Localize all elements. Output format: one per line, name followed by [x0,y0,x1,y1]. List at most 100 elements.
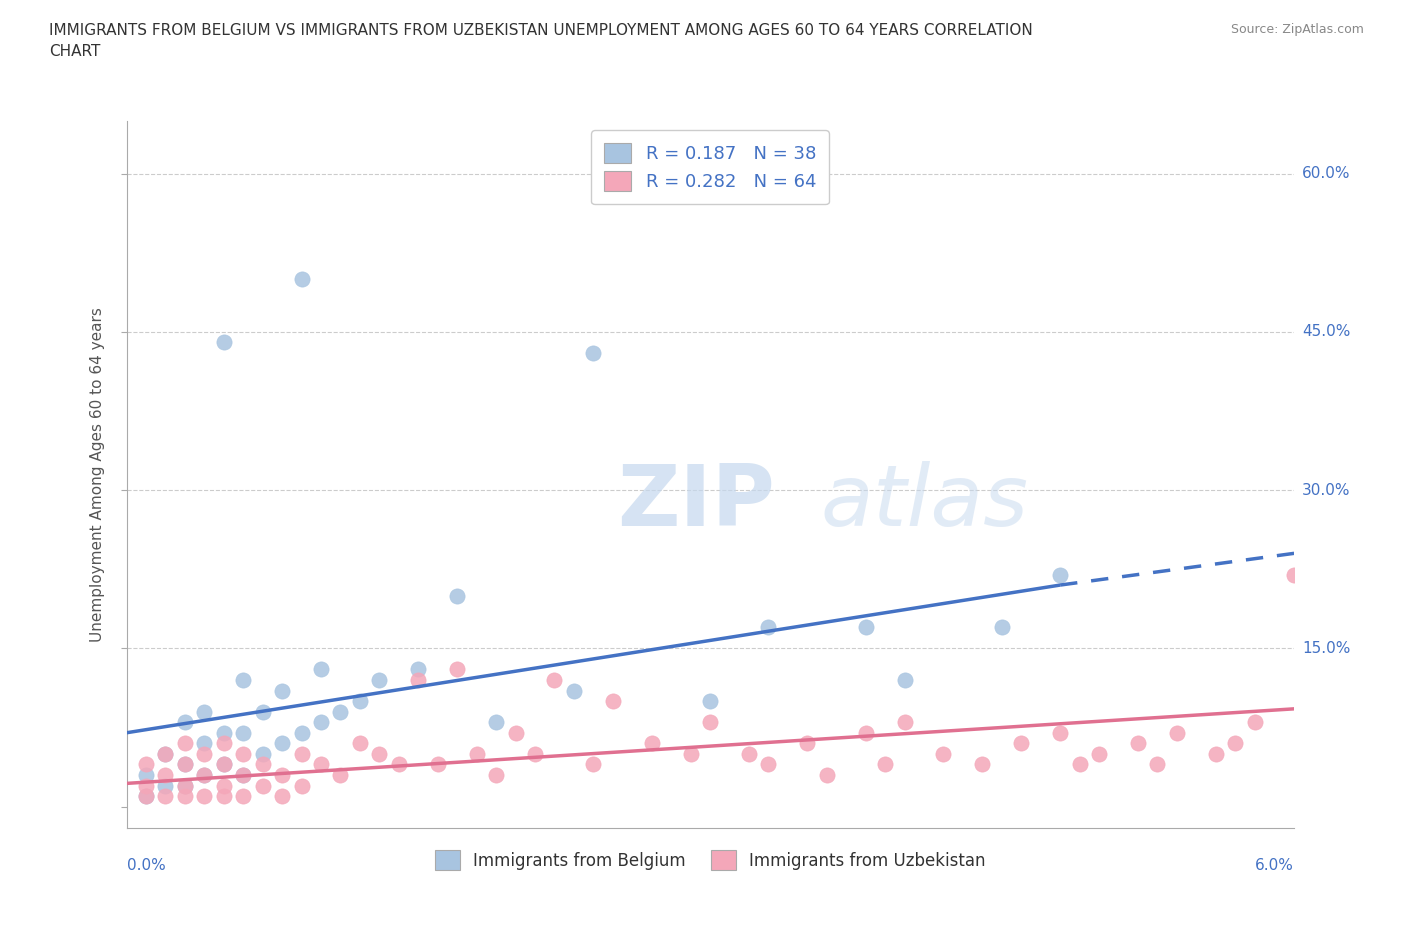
Point [193,767,215,782]
Point [329,704,352,719]
Point [212,725,235,740]
Point [155,767,177,782]
Point [329,767,352,782]
Point [972,757,994,772]
Point [155,747,177,762]
Point [875,757,897,772]
Point [582,757,605,772]
Point [426,757,449,772]
Point [990,619,1012,634]
Point [174,778,197,793]
Point [1223,736,1247,751]
Point [465,747,488,762]
Point [855,725,877,740]
Point [756,757,779,772]
Point [174,715,197,730]
Point [271,684,294,698]
Point [309,715,332,730]
Point [1069,757,1091,772]
Point [212,778,235,793]
Point [1126,736,1149,751]
Point [212,757,235,772]
Text: IMMIGRANTS FROM BELGIUM VS IMMIGRANTS FROM UZBEKISTAN UNEMPLOYMENT AMONG AGES 60: IMMIGRANTS FROM BELGIUM VS IMMIGRANTS FR… [49,23,1033,60]
Point [543,672,565,687]
Point [232,767,254,782]
Text: Source: ZipAtlas.com: Source: ZipAtlas.com [1230,23,1364,36]
Point [756,619,779,634]
Text: 0.0%: 0.0% [127,858,166,873]
Text: 45.0%: 45.0% [1302,325,1350,339]
Text: atlas: atlas [821,461,1029,544]
Point [524,747,547,762]
Point [290,747,312,762]
Point [1282,567,1305,582]
Point [193,736,215,751]
Point [602,694,624,709]
Point [505,725,527,740]
Point [446,588,468,603]
Point [1088,747,1111,762]
Point [368,672,391,687]
Point [135,778,157,793]
Point [252,747,274,762]
Point [485,767,508,782]
Point [290,778,312,793]
Point [290,272,312,286]
Point [271,767,294,782]
Point [174,757,197,772]
Point [193,789,215,804]
Point [252,778,274,793]
Point [699,694,721,709]
Point [135,789,157,804]
Point [388,757,411,772]
Point [174,736,197,751]
Point [1205,747,1227,762]
Point [815,767,838,782]
Point [232,725,254,740]
Point [174,778,197,793]
Point [155,778,177,793]
Point [893,715,915,730]
Text: 60.0%: 60.0% [1302,166,1350,181]
Point [1243,715,1265,730]
Point [446,662,468,677]
Point [193,767,215,782]
Text: 6.0%: 6.0% [1254,858,1294,873]
Point [252,757,274,772]
Point [232,767,254,782]
Point [155,747,177,762]
Point [796,736,818,751]
Text: 30.0%: 30.0% [1302,483,1350,498]
Point [290,725,312,740]
Point [212,757,235,772]
Point [174,789,197,804]
Point [212,335,235,350]
Text: ZIP: ZIP [617,461,775,544]
Legend: Immigrants from Belgium, Immigrants from Uzbekistan: Immigrants from Belgium, Immigrants from… [422,837,998,883]
Point [212,789,235,804]
Point [232,789,254,804]
Point [212,736,235,751]
Point [193,747,215,762]
Point [408,662,430,677]
Point [562,684,585,698]
Point [641,736,664,751]
Point [408,672,430,687]
Point [855,619,877,634]
Point [155,789,177,804]
Point [232,672,254,687]
Point [738,747,761,762]
Point [485,715,508,730]
Point [135,757,157,772]
Point [368,747,391,762]
Point [271,789,294,804]
Point [135,767,157,782]
Point [1010,736,1032,751]
Point [932,747,955,762]
Point [582,346,605,361]
Point [1166,725,1188,740]
Point [271,736,294,751]
Point [679,747,702,762]
Point [699,715,721,730]
Point [135,789,157,804]
